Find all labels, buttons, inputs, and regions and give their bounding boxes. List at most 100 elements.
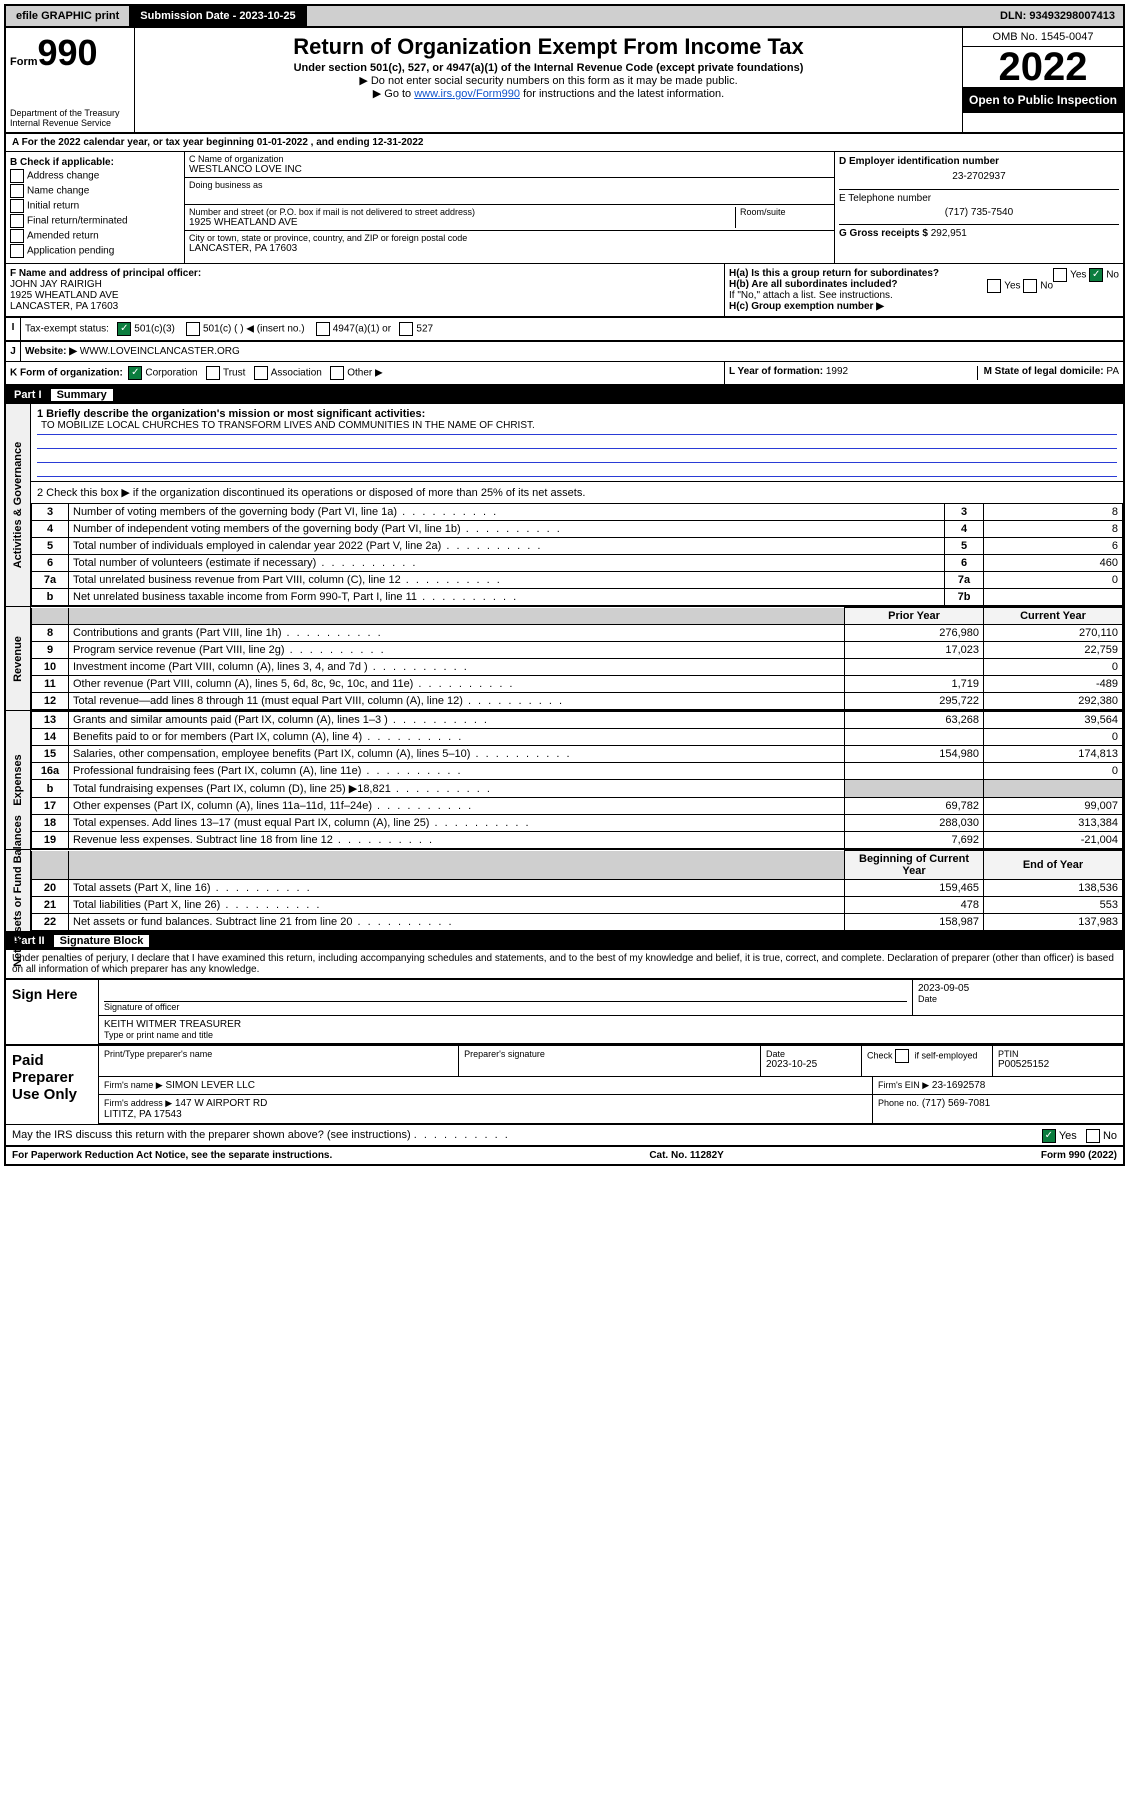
part1-title: Summary <box>51 389 113 401</box>
line-label: Other revenue (Part VIII, column (A), li… <box>69 676 845 693</box>
line-value: 6 <box>984 538 1123 555</box>
line-label: Other expenses (Part IX, column (A), lin… <box>69 798 845 815</box>
officer-signature-line[interactable] <box>104 983 907 1002</box>
current-value: 292,380 <box>984 693 1123 710</box>
dots <box>414 1129 510 1141</box>
irs-link[interactable]: www.irs.gov/Form990 <box>414 88 520 100</box>
checkbox-amended[interactable] <box>10 229 24 243</box>
checkbox-name[interactable] <box>10 184 24 198</box>
b-item-pending: Application pending <box>10 244 180 258</box>
current-value: 313,384 <box>984 815 1123 832</box>
prior-value: 288,030 <box>845 815 984 832</box>
fh-row: F Name and address of principal officer:… <box>6 264 1123 317</box>
part1-rev-block: Revenue Prior YearCurrent Year8Contribut… <box>6 606 1123 710</box>
current-value: 174,813 <box>984 746 1123 763</box>
table-row: 8Contributions and grants (Part VIII, li… <box>32 625 1123 642</box>
k-assoc-checkbox[interactable] <box>254 366 268 380</box>
dept-treasury: Department of the Treasury Internal Reve… <box>10 108 130 128</box>
line-a-begin: 01-01-2022 <box>257 137 308 148</box>
table-row: 14Benefits paid to or for members (Part … <box>32 729 1123 746</box>
line-num: 7a <box>32 572 69 589</box>
section-i: I Tax-exempt status: 501(c)(3) 501(c) ( … <box>6 317 1123 341</box>
ha-no-checkbox[interactable] <box>1089 268 1103 282</box>
hb-yes-checkbox[interactable] <box>987 279 1001 293</box>
topbar-spacer <box>307 6 992 26</box>
k-corp-checkbox[interactable] <box>128 366 142 380</box>
checkbox-initial[interactable] <box>10 199 24 213</box>
current-value: 99,007 <box>984 798 1123 815</box>
line-num: 22 <box>32 914 69 931</box>
k-other-checkbox[interactable] <box>330 366 344 380</box>
may-no-checkbox[interactable] <box>1086 1129 1100 1143</box>
line-num: 19 <box>32 832 69 849</box>
line-value: 8 <box>984 521 1123 538</box>
table-row: bNet unrelated business taxable income f… <box>32 589 1123 606</box>
table-row: 15Salaries, other compensation, employee… <box>32 746 1123 763</box>
line-a-mid: , and ending <box>311 137 373 148</box>
q1-label: 1 Briefly describe the organization's mi… <box>37 408 1117 420</box>
table-row: 22Net assets or fund balances. Subtract … <box>32 914 1123 931</box>
part1-header: Part I Summary <box>6 385 1123 404</box>
line-key: 7b <box>945 589 984 606</box>
ha-yes-checkbox[interactable] <box>1053 268 1067 282</box>
hb-no-checkbox[interactable] <box>1023 279 1037 293</box>
d-label: D Employer identification number <box>839 156 1119 167</box>
line-label: Professional fundraising fees (Part IX, … <box>69 763 845 780</box>
k-trust-checkbox[interactable] <box>206 366 220 380</box>
i-501c-checkbox[interactable] <box>186 322 200 336</box>
self-employed-checkbox[interactable] <box>895 1049 909 1063</box>
g-label: G Gross receipts $ <box>839 228 928 239</box>
footer-cat: Cat. No. 11282Y <box>649 1150 723 1161</box>
may-yes-checkbox[interactable] <box>1042 1129 1056 1143</box>
line-label: Total liabilities (Part X, line 26) <box>69 897 845 914</box>
line-label: Total expenses. Add lines 13–17 (must eq… <box>69 815 845 832</box>
prior-value: 478 <box>845 897 984 914</box>
line-a-text: For the 2022 calendar year, or tax year … <box>22 137 257 148</box>
i-501c3-checkbox[interactable] <box>117 322 131 336</box>
section-c: C Name of organization WESTLANCO LOVE IN… <box>185 152 834 263</box>
firm-city: LITITZ, PA 17543 <box>104 1109 182 1120</box>
paid-preparer-block: Paid Preparer Use Only Print/Type prepar… <box>6 1044 1123 1124</box>
table-row: 16aProfessional fundraising fees (Part I… <box>32 763 1123 780</box>
section-lm: L Year of formation: 1992 M State of leg… <box>725 362 1123 384</box>
dln-label: DLN: 93493298007413 <box>992 6 1123 26</box>
line-label: Total number of volunteers (estimate if … <box>69 555 945 572</box>
klm-row: K Form of organization: Corporation Trus… <box>6 362 1123 385</box>
ha-row: H(a) Is this a group return for subordin… <box>729 268 1119 279</box>
submission-date-button[interactable]: Submission Date - 2023-10-25 <box>130 6 306 26</box>
g-row: G Gross receipts $ 292,951 <box>839 228 1119 239</box>
i-4947-checkbox[interactable] <box>316 322 330 336</box>
section-m: M State of legal domicile: PA <box>977 366 1119 380</box>
prep-check-label: Check if self-employed <box>867 1049 987 1063</box>
prior-value <box>845 729 984 746</box>
header-row: Form990 Department of the Treasury Inter… <box>6 28 1123 134</box>
firm-ein: 23-1692578 <box>932 1080 985 1091</box>
efile-print-button[interactable]: efile GRAPHIC print <box>6 6 130 26</box>
gov-table: 3Number of voting members of the governi… <box>31 503 1123 606</box>
goto-prefix: Go to <box>384 88 414 100</box>
top-bar: efile GRAPHIC print Submission Date - 20… <box>6 6 1123 28</box>
vtab-governance: Activities & Governance <box>6 404 31 606</box>
line-a-end: 12-31-2022 <box>372 137 423 148</box>
checkbox-pending[interactable] <box>10 244 24 258</box>
prep-name-label: Print/Type preparer's name <box>104 1049 453 1059</box>
q1-block: 1 Briefly describe the organization's mi… <box>31 404 1123 481</box>
line-label: Number of independent voting members of … <box>69 521 945 538</box>
j-label: Website: ▶ <box>25 346 77 357</box>
table-row: 3Number of voting members of the governi… <box>32 504 1123 521</box>
prior-value <box>845 763 984 780</box>
i-527-checkbox[interactable] <box>399 322 413 336</box>
vtab-net: Net Assets or Fund Balances <box>6 850 31 931</box>
checkbox-final[interactable] <box>10 214 24 228</box>
prior-value: 1,719 <box>845 676 984 693</box>
checkbox-address[interactable] <box>10 169 24 183</box>
line-num: 18 <box>32 815 69 832</box>
section-k: K Form of organization: Corporation Trus… <box>6 362 725 384</box>
line-label: Contributions and grants (Part VIII, lin… <box>69 625 845 642</box>
q2-text: 2 Check this box ▶ if the organization d… <box>37 487 585 499</box>
may-irs-row: May the IRS discuss this return with the… <box>6 1124 1123 1145</box>
line-label: Grants and similar amounts paid (Part IX… <box>69 712 845 729</box>
line-key: 4 <box>945 521 984 538</box>
part1-exp-block: Expenses 13Grants and similar amounts pa… <box>6 710 1123 849</box>
tax-year: 2022 <box>963 47 1123 87</box>
